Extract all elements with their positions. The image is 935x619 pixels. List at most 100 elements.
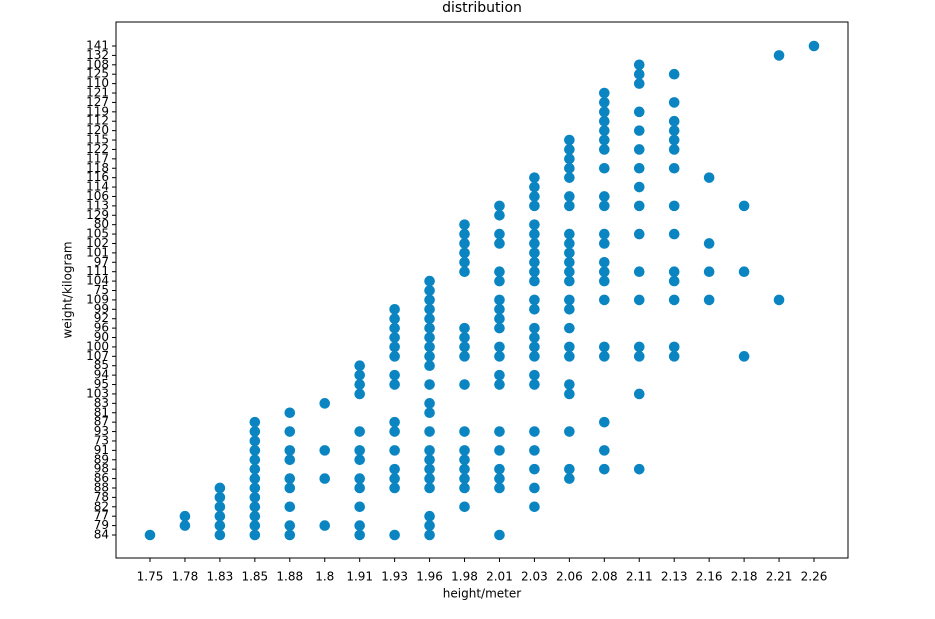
point: [389, 313, 400, 325]
point: [494, 304, 505, 315]
point: [424, 322, 435, 334]
point: [459, 256, 470, 268]
y-tick-label: 87: [94, 415, 109, 429]
point: [529, 426, 540, 437]
point: [738, 200, 750, 212]
point: [668, 115, 680, 127]
y-tick-label: 114: [86, 180, 109, 194]
y-tick-label: 120: [86, 123, 109, 137]
y-tick-label: 129: [86, 208, 109, 222]
point: [529, 219, 540, 230]
point: [668, 351, 680, 362]
point: [633, 228, 645, 240]
y-tick-label: 115: [86, 133, 109, 147]
x-tick-label: 2.11: [626, 570, 653, 584]
point: [389, 341, 400, 353]
y-tick-label: 100: [86, 339, 109, 353]
y-tick-label: 77: [94, 509, 109, 523]
point: [599, 341, 610, 353]
point: [494, 351, 505, 362]
point: [599, 445, 610, 456]
x-tick-label: 2.13: [661, 570, 688, 584]
point: [668, 134, 680, 146]
point: [494, 529, 505, 541]
y-tick-label: 121: [86, 86, 109, 100]
point: [459, 341, 470, 353]
point: [564, 275, 575, 287]
point: [633, 351, 645, 362]
point: [494, 482, 505, 494]
x-tick-label: 2.08: [591, 570, 618, 584]
point: [599, 144, 610, 155]
x-tick-label: 2.18: [731, 570, 758, 584]
point: [424, 529, 435, 541]
point: [424, 407, 435, 419]
point: [599, 351, 610, 362]
x-tick-label: 1.93: [381, 570, 408, 584]
point: [633, 162, 645, 174]
point: [529, 379, 540, 390]
y-tick-label: 98: [94, 462, 109, 476]
point: [564, 256, 575, 268]
point: [668, 200, 680, 212]
y-tick-label: 132: [86, 48, 109, 62]
y-tick-label: 105: [86, 227, 109, 241]
point: [494, 313, 505, 325]
point: [529, 294, 540, 306]
point: [389, 529, 400, 541]
point: [529, 351, 540, 362]
point: [633, 78, 645, 89]
y-tick-label: 85: [94, 358, 109, 372]
point: [214, 482, 226, 494]
point: [564, 341, 575, 353]
point: [424, 398, 435, 409]
point: [494, 200, 505, 212]
y-tick-label: 73: [94, 433, 109, 447]
point: [249, 445, 261, 456]
point: [529, 445, 540, 456]
point: [494, 369, 505, 381]
y-tick-label: 107: [86, 349, 109, 363]
point: [389, 416, 400, 428]
point: [459, 247, 470, 259]
point: [529, 463, 540, 475]
y-tick-label: 122: [86, 142, 109, 156]
point: [668, 162, 680, 174]
point: [389, 351, 400, 362]
y-tick-label: 83: [94, 396, 109, 410]
x-tick-label: 2.01: [486, 570, 513, 584]
point: [459, 351, 470, 362]
point: [564, 134, 575, 146]
point: [284, 529, 296, 541]
y-tick-label: 117: [86, 151, 109, 165]
chart-title: distribution: [442, 0, 522, 16]
point: [284, 473, 296, 484]
point: [564, 144, 575, 155]
point: [633, 144, 645, 155]
point: [389, 332, 400, 343]
point: [564, 228, 575, 240]
point: [389, 322, 400, 334]
point: [249, 416, 261, 428]
y-tick-label: 118: [86, 161, 109, 175]
point: [424, 341, 435, 353]
point: [459, 463, 470, 475]
point: [599, 200, 610, 212]
point: [529, 228, 540, 240]
point: [354, 529, 365, 541]
point: [564, 426, 575, 437]
point: [494, 266, 505, 277]
point: [389, 369, 400, 381]
point: [424, 379, 435, 390]
y-tick-label: 91: [94, 443, 109, 457]
point: [389, 379, 400, 390]
x-tick-label: 2.16: [696, 570, 723, 584]
point: [564, 388, 575, 400]
point: [389, 482, 400, 494]
point: [668, 341, 680, 353]
y-tick-label: 97: [94, 255, 109, 269]
point: [564, 473, 575, 484]
point: [284, 407, 296, 419]
point: [599, 125, 610, 136]
point: [564, 172, 575, 183]
